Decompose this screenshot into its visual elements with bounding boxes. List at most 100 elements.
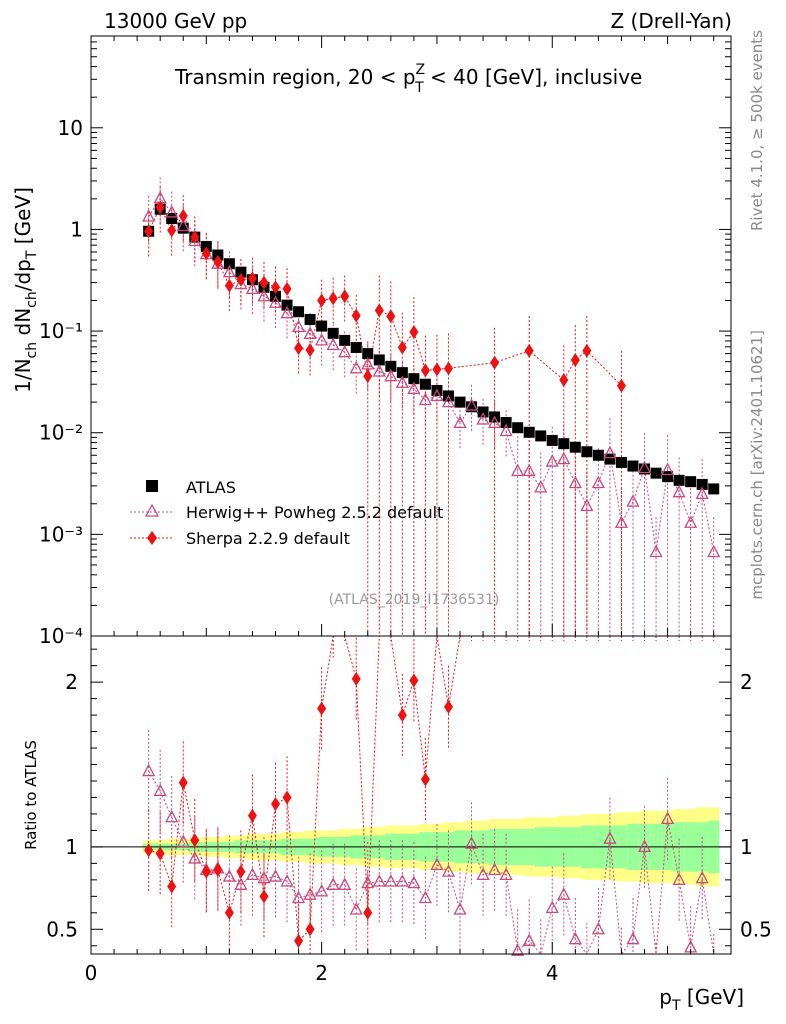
data-point-triangle bbox=[464, 836, 479, 849]
data-point-triangle bbox=[234, 877, 248, 890]
data-point-triangle bbox=[453, 415, 467, 429]
data-point-diamond bbox=[259, 275, 269, 290]
data-point-diamond bbox=[155, 846, 165, 861]
data-point-square bbox=[419, 378, 431, 390]
data-point-diamond bbox=[305, 343, 315, 358]
data-point-triangle bbox=[499, 423, 513, 437]
beam-label: 13000 GeV pp bbox=[104, 9, 247, 33]
data-point-triangle bbox=[418, 890, 432, 904]
data-point-square bbox=[408, 373, 420, 385]
data-point-triangle bbox=[499, 867, 513, 881]
ratio-tick-label-left: 1 bbox=[65, 835, 78, 859]
data-point-diamond bbox=[271, 280, 281, 295]
data-point-triangle bbox=[488, 415, 502, 429]
ratio-tick-label-left: 0.5 bbox=[46, 917, 78, 941]
legend-marker-herwig bbox=[144, 503, 160, 517]
data-point-triangle bbox=[430, 857, 444, 871]
data-point-triangle bbox=[234, 276, 248, 290]
data-point-diamond bbox=[144, 224, 154, 239]
data-point-triangle bbox=[315, 332, 329, 346]
y-tick-label: 10⁻³ bbox=[39, 522, 83, 546]
data-point-triangle bbox=[557, 451, 571, 465]
data-point-diamond bbox=[190, 833, 200, 848]
data-point-diamond bbox=[490, 355, 500, 370]
data-point-triangle bbox=[672, 484, 686, 498]
data-point-triangle bbox=[695, 486, 709, 500]
x-tick-label: 4 bbox=[546, 961, 559, 985]
data-point-triangle bbox=[165, 809, 179, 823]
data-point-square bbox=[604, 453, 616, 465]
data-point-triangle bbox=[372, 874, 386, 887]
data-point-triangle bbox=[268, 295, 283, 308]
data-point-triangle bbox=[142, 763, 156, 777]
data-point-diamond bbox=[374, 303, 384, 318]
data-point-triangle bbox=[488, 862, 502, 876]
data-point-triangle bbox=[407, 875, 421, 889]
data-point-square bbox=[327, 327, 339, 339]
data-point-triangle bbox=[591, 921, 605, 935]
legend-label-atlas: ATLAS bbox=[186, 478, 236, 497]
data-point-square bbox=[293, 306, 305, 318]
data-point-triangle bbox=[603, 831, 617, 844]
data-point-square bbox=[350, 341, 362, 353]
data-point-diamond bbox=[386, 309, 396, 324]
data-point-triangle bbox=[176, 218, 190, 232]
data-point-diamond bbox=[524, 343, 534, 358]
data-point-square bbox=[200, 240, 212, 252]
data-point-triangle bbox=[165, 205, 179, 218]
data-point-square bbox=[523, 426, 535, 438]
data-point-triangle bbox=[545, 900, 559, 914]
data-point-diamond bbox=[317, 701, 327, 716]
rivet-label: Rivet 4.1.0, ≥ 500k events bbox=[748, 30, 766, 231]
data-point-square bbox=[696, 478, 708, 490]
data-point-square bbox=[235, 266, 247, 278]
data-point-triangle bbox=[315, 883, 329, 897]
data-point-triangle bbox=[384, 874, 398, 887]
data-point-triangle bbox=[361, 357, 375, 370]
data-point-triangle bbox=[188, 851, 202, 864]
data-point-triangle bbox=[476, 867, 490, 881]
data-point-triangle bbox=[580, 498, 594, 512]
y-tick-label: 1 bbox=[70, 217, 83, 241]
data-point-triangle bbox=[637, 460, 652, 474]
data-point-triangle bbox=[453, 902, 467, 915]
data-point-diamond bbox=[559, 373, 569, 388]
axes: 0 2 4 10 1 10⁻¹ 10⁻² 10⁻³ 10⁻⁴ 2 2 1 1 0.5 0.5 bbox=[39, 35, 772, 985]
data-point-triangle bbox=[303, 887, 317, 900]
y-tick-label: 10⁻² bbox=[39, 421, 83, 445]
data-point-square bbox=[339, 334, 351, 346]
legend-label-sherpa: Sherpa 2.2.9 default bbox=[186, 529, 350, 548]
data-point-triangle bbox=[142, 209, 156, 222]
data-point-triangle bbox=[268, 869, 283, 882]
data-point-square bbox=[708, 483, 720, 495]
ratio-y-axis-label: Ratio to ATLAS bbox=[22, 740, 40, 850]
mcplots-label: mcplots.cern.ch [arXiv:2401.10621] bbox=[748, 330, 766, 600]
data-point-square bbox=[373, 354, 385, 366]
data-point-triangle bbox=[153, 783, 167, 797]
data-point-triangle bbox=[280, 305, 294, 319]
data-point-triangle bbox=[372, 364, 386, 377]
data-point-square bbox=[673, 474, 685, 486]
data-point-diamond bbox=[167, 879, 177, 894]
data-point-diamond bbox=[201, 246, 211, 261]
data-point-diamond bbox=[247, 808, 257, 823]
data-point-diamond bbox=[144, 843, 154, 858]
data-point-triangle bbox=[557, 887, 571, 900]
data-point-square bbox=[223, 258, 235, 270]
data-point-diamond bbox=[178, 208, 188, 223]
data-point-triangle bbox=[222, 264, 236, 278]
data-point-diamond bbox=[259, 889, 269, 904]
data-point-triangle bbox=[684, 515, 698, 528]
data-point-diamond bbox=[340, 289, 350, 304]
data-point-triangle bbox=[291, 890, 306, 904]
data-point-triangle bbox=[188, 233, 202, 247]
x-tick-label: 2 bbox=[315, 961, 328, 985]
data-point-triangle bbox=[291, 319, 306, 333]
data-point-square bbox=[639, 463, 651, 475]
data-point-diamond bbox=[363, 905, 373, 920]
data-point-square bbox=[558, 438, 570, 450]
legend-label-herwig: Herwig++ Powheg 2.5.2 default bbox=[186, 503, 443, 522]
data-point-triangle bbox=[338, 877, 352, 890]
data-point-square bbox=[316, 320, 328, 332]
